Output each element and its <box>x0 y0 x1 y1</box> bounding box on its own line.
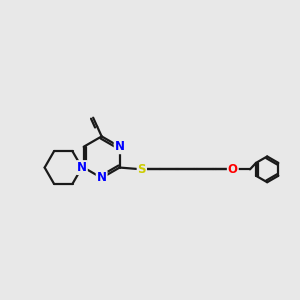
Text: N: N <box>115 140 124 153</box>
Text: N: N <box>97 171 107 184</box>
Text: N: N <box>77 161 87 174</box>
Text: S: S <box>138 163 146 176</box>
Text: O: O <box>228 163 238 176</box>
